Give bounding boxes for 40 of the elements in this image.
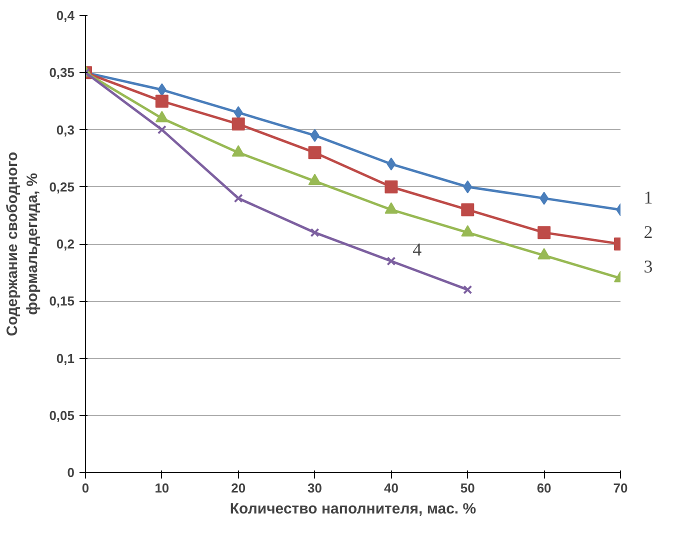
point (234, 194, 243, 203)
point (461, 203, 474, 216)
point (157, 125, 166, 134)
y-tick-label: 0,3 (56, 122, 75, 138)
x-tick-label: 50 (460, 480, 475, 496)
point (234, 106, 243, 120)
point (538, 226, 551, 240)
y-tick-label: 0,2 (56, 236, 75, 252)
y-tick-label: 0,15 (49, 294, 75, 309)
x-tick-label: 20 (231, 480, 246, 496)
y-tick-label: 0,05 (49, 408, 75, 423)
x-axis-title: Количество наполнителя, мас. % (230, 500, 476, 518)
point (155, 94, 168, 108)
x-tick-label: 60 (536, 480, 552, 496)
y-axis-title: Содержание свободного формальдегида, % (4, 152, 42, 336)
y-tick-label: 0,4 (56, 8, 76, 23)
y-tick-label: 0 (67, 465, 75, 480)
series-label: 3 (644, 256, 653, 276)
point (386, 158, 396, 171)
x-tick-label: 70 (613, 480, 628, 496)
point (310, 228, 320, 238)
point (540, 192, 549, 205)
point (386, 256, 396, 266)
point (310, 128, 320, 142)
point (384, 180, 398, 194)
point (463, 285, 472, 294)
point (308, 146, 322, 160)
y-tick-label: 0,1 (56, 350, 75, 366)
y-tick-label: 0,35 (49, 65, 75, 80)
x-tick-label: 0 (82, 480, 90, 496)
point (157, 83, 166, 96)
series-label: 2 (644, 222, 653, 242)
point (232, 118, 245, 131)
series-label: 4 (412, 240, 422, 260)
x-tick-label: 10 (154, 480, 170, 496)
point (463, 180, 472, 194)
series-label: 1 (644, 188, 653, 208)
y-tick-label: 0,25 (49, 179, 75, 194)
x-tick-label: 30 (308, 480, 322, 496)
x-tick-label: 40 (384, 480, 398, 496)
